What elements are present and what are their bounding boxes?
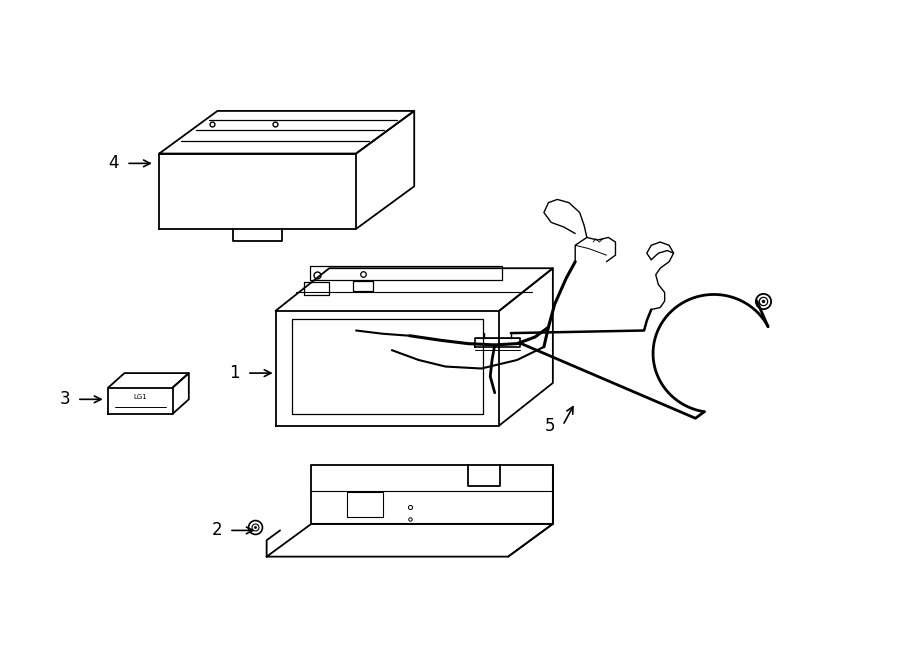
Text: 4: 4 <box>109 155 119 173</box>
Text: 5: 5 <box>545 416 555 434</box>
Text: LG1: LG1 <box>133 394 148 400</box>
Text: 2: 2 <box>212 522 222 539</box>
Text: 1: 1 <box>230 364 239 382</box>
Text: 3: 3 <box>59 391 70 408</box>
